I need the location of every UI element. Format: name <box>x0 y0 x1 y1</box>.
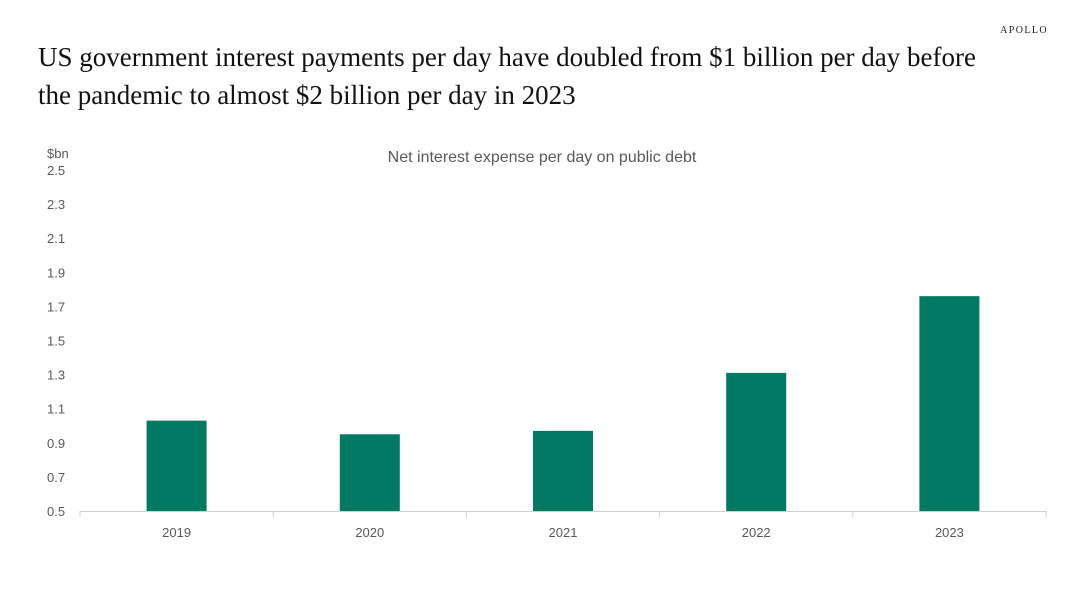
y-tick-label: 1.1 <box>47 402 65 417</box>
y-tick-label: 0.9 <box>47 436 65 451</box>
bars <box>146 296 980 511</box>
y-tick-label: 0.7 <box>47 470 65 485</box>
x-tick-label: 2022 <box>742 525 771 540</box>
y-tick-label: 1.3 <box>47 368 65 383</box>
x-tick-label: 2019 <box>162 525 191 540</box>
y-tick-label: 1.7 <box>47 299 65 314</box>
x-tick-label: 2023 <box>935 525 964 540</box>
y-tick-label: 2.3 <box>47 197 65 212</box>
bar-2019 <box>146 420 207 511</box>
bar-2022 <box>726 372 787 511</box>
y-tick-label: 1.5 <box>47 334 65 349</box>
bar-2023 <box>919 296 980 511</box>
y-tick-label: 1.9 <box>47 265 65 280</box>
y-axis-ticks: 0.5 0.7 0.9 1.1 1.3 1.5 1.7 1.9 2.1 2.3 2.5 <box>47 163 65 519</box>
x-axis: 2019 2020 2021 2022 2023 <box>79 511 1047 540</box>
brand-logo: APOLLO <box>1000 25 1048 36</box>
y-tick-label: 2.1 <box>47 231 65 246</box>
y-tick-label: 2.5 <box>47 163 65 178</box>
y-axis-label: $bn <box>47 146 69 161</box>
x-tick-label: 2021 <box>549 525 578 540</box>
x-tick-label: 2020 <box>355 525 384 540</box>
chart-title: Net interest expense per day on public d… <box>388 149 697 166</box>
bar-2021 <box>533 430 593 511</box>
page-title: US government interest payments per day … <box>38 42 976 110</box>
bar-2020 <box>339 434 400 511</box>
y-tick-label: 0.5 <box>47 504 65 519</box>
